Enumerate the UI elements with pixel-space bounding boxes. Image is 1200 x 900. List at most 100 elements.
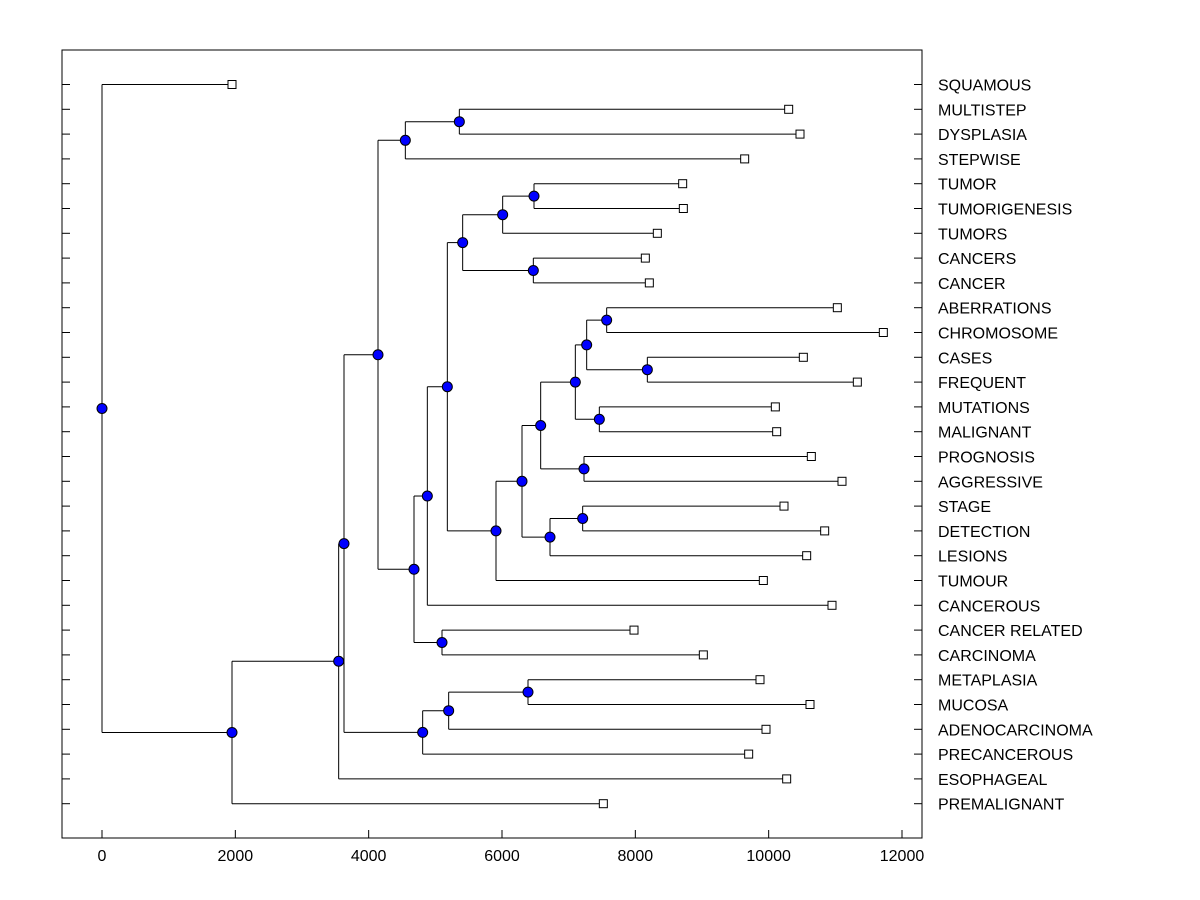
merge-node <box>522 686 534 698</box>
leaf-label: STAGE <box>938 499 991 516</box>
merge-nodes <box>96 116 653 738</box>
leaf-marker <box>678 179 688 189</box>
leaf-marker <box>640 253 650 263</box>
leaf-label: CHROMOSOME <box>938 326 1058 343</box>
leaf-marker <box>644 278 654 288</box>
merge-node <box>569 376 581 388</box>
leaf-marker <box>779 501 789 511</box>
merge-node <box>457 237 469 249</box>
merge-node <box>577 513 589 524</box>
leaf-label: TUMORIGENESIS <box>938 202 1072 219</box>
leaf-label: MALIGNANT <box>938 425 1032 442</box>
leaf-marker <box>805 700 815 709</box>
leaf-marker <box>629 625 639 635</box>
x-axis-tick-label: 6000 <box>484 848 520 865</box>
leaf-marker <box>782 774 792 784</box>
axis-ticks: 0 2000 4000 6000 8000 10000 12000 <box>62 84 925 865</box>
x-axis-tick-label: 4000 <box>351 848 387 865</box>
leaf-marker <box>740 154 750 164</box>
leaf-marker <box>770 402 780 412</box>
leaf-marker <box>820 526 830 536</box>
x-axis-tick-label: 10000 <box>746 848 791 865</box>
merge-node <box>578 463 590 475</box>
leaf-marker <box>227 80 237 89</box>
leaf-label: MUCOSA <box>938 698 1009 715</box>
merge-node <box>497 209 509 221</box>
leaf-marker <box>878 328 888 337</box>
leaf-label: MUTATIONS <box>938 400 1030 417</box>
leaf-marker <box>795 129 805 139</box>
merge-node <box>453 116 465 128</box>
leaf-label: TUMOR <box>938 177 997 194</box>
leaf-marker <box>852 377 862 387</box>
merge-node <box>436 637 448 648</box>
merge-node <box>544 531 556 543</box>
leaf-label: CANCER <box>938 276 1006 293</box>
leaf-marker <box>832 303 842 313</box>
merge-node <box>641 364 653 376</box>
leaf-marker <box>652 228 662 238</box>
leaf-label: ABERRATIONS <box>938 301 1052 318</box>
merge-node <box>535 420 547 431</box>
leaf-label: DYSPLASIA <box>938 127 1027 144</box>
leaf-label: PROGNOSIS <box>938 450 1035 467</box>
leaf-label: CANCERS <box>938 251 1016 268</box>
x-axis-tick-label: 8000 <box>618 848 654 865</box>
merge-node <box>372 349 384 361</box>
leaf-marker <box>827 600 837 610</box>
merge-node <box>581 339 593 351</box>
leaf-label: LESIONS <box>938 549 1007 566</box>
merge-node <box>490 525 502 537</box>
leaf-marker <box>598 799 608 809</box>
merge-node <box>528 190 540 202</box>
merge-node <box>601 314 613 326</box>
merge-node <box>96 402 108 414</box>
leaf-marker <box>698 650 708 660</box>
leaf-marker <box>678 204 688 213</box>
x-axis-tick-label: 2000 <box>218 848 254 865</box>
merge-node <box>333 655 345 667</box>
leaf-marker <box>772 427 782 437</box>
leaf-label: PRECANCEROUS <box>938 747 1073 764</box>
merge-node <box>408 563 420 575</box>
leaf-marker <box>755 675 765 685</box>
leaf-marker <box>806 452 816 461</box>
leaf-label: TUMORS <box>938 226 1007 243</box>
merge-node <box>441 381 453 393</box>
leaf-label: DETECTION <box>938 524 1030 541</box>
leaf-marker <box>761 724 771 734</box>
merge-node <box>421 490 433 502</box>
leaf-label: SQUAMOUS <box>938 78 1031 95</box>
x-axis-tick-label: 0 <box>98 848 107 865</box>
leaf-label: TUMOUR <box>938 574 1008 591</box>
leaf-label: MULTISTEP <box>938 102 1027 119</box>
leaf-labels: SQUAMOUS MULTISTEP DYSPLASIA STEPWISE TUMOR T… <box>938 78 1093 814</box>
branch-lines <box>101 84 884 805</box>
merge-node <box>443 705 455 717</box>
plot-frame <box>61 49 923 839</box>
leaf-marker <box>837 476 847 486</box>
x-axis-tick-label: 12000 <box>880 848 925 865</box>
leaf-label: STEPWISE <box>938 152 1021 169</box>
merge-node <box>226 726 238 738</box>
leaf-label: AGGRESSIVE <box>938 474 1043 491</box>
leaf-label: CANCEROUS <box>938 598 1040 615</box>
merge-node <box>527 265 539 276</box>
leaf-marker <box>758 576 768 585</box>
leaf-marker <box>784 104 794 114</box>
leaf-label: ADENOCARCINOMA <box>938 722 1093 739</box>
leaf-label: PREMALIGNANT <box>938 797 1064 814</box>
leaf-label: CANCER RELATED <box>938 623 1083 640</box>
leaf-marker <box>744 749 754 759</box>
leaf-markers <box>227 80 888 809</box>
merge-node <box>338 538 350 550</box>
leaf-marker <box>798 352 808 362</box>
leaf-label: CASES <box>938 350 992 367</box>
leaf-marker <box>802 551 812 561</box>
leaf-label: ESOPHAGEAL <box>938 772 1047 789</box>
leaf-label: FREQUENT <box>938 375 1026 392</box>
merge-node <box>399 134 411 146</box>
merge-node <box>593 413 605 425</box>
leaf-label: CARCINOMA <box>938 648 1036 665</box>
